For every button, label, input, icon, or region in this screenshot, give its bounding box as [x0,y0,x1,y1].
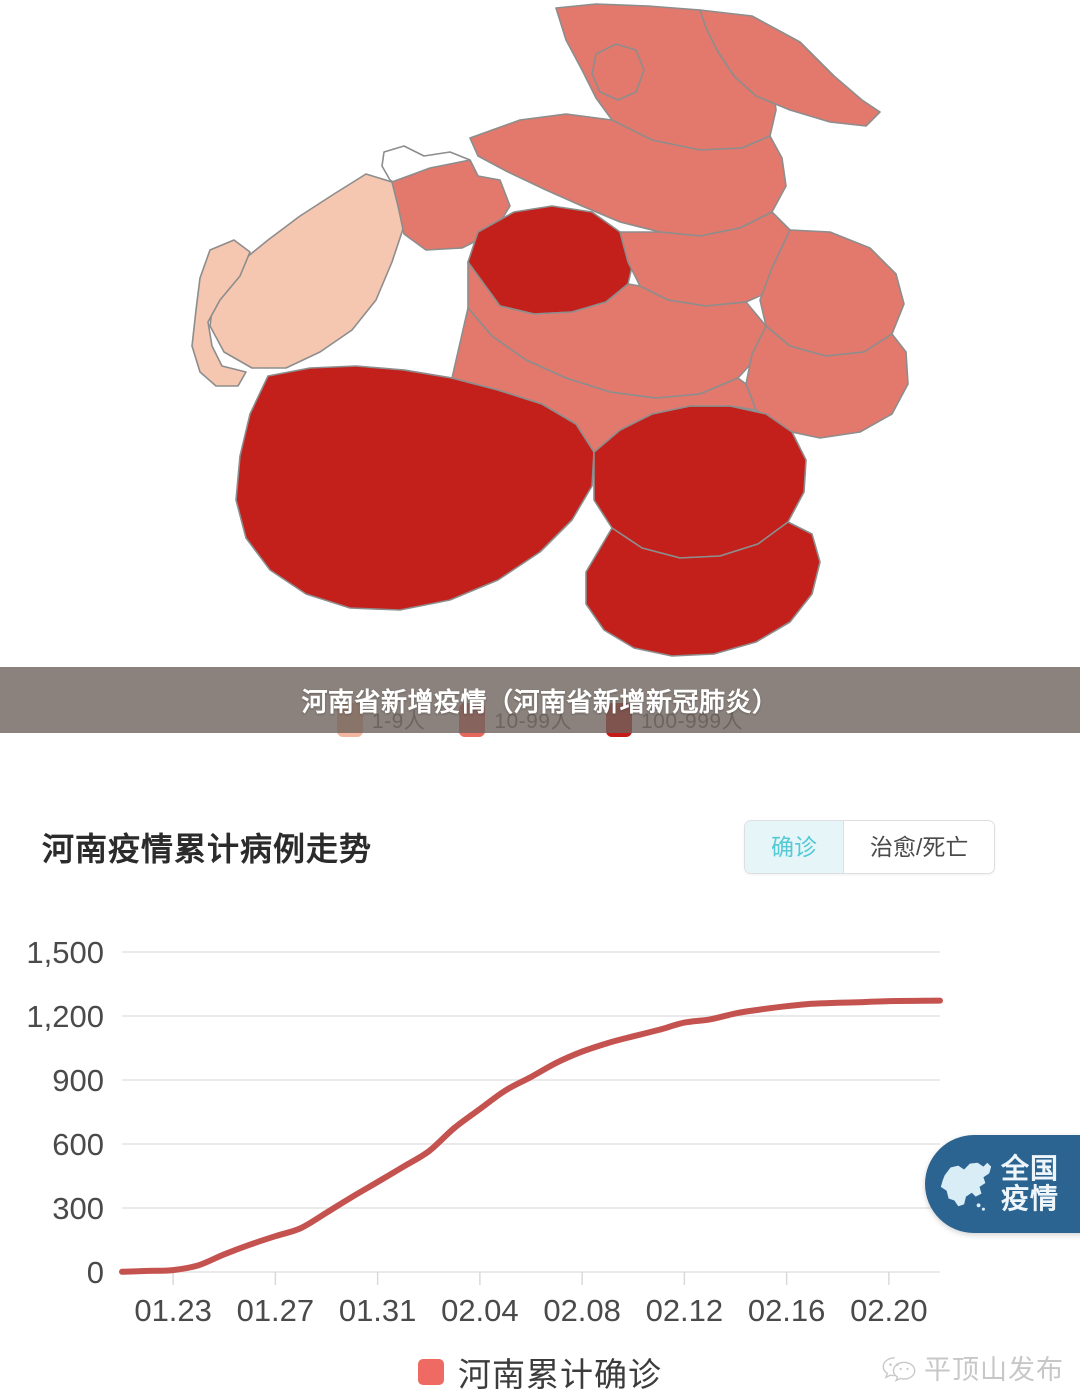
page-title: 河南省新增疫情（河南省新增新冠肺炎） [301,686,779,717]
tab-confirmed[interactable]: 确诊 [745,821,844,873]
watermark-text: 平顶山发布 [924,1355,1064,1385]
wechat-watermark: 平顶山发布 [882,1348,1064,1387]
map-region-hebi [591,43,645,101]
svg-text:01.23: 01.23 [134,1293,212,1328]
chart-series-legend[interactable]: 河南累计确诊 [0,1345,1080,1399]
china-map-icon [940,1162,992,1211]
svg-text:1,500: 1,500 [26,935,104,970]
x-axis-tick-marks [172,1272,890,1285]
tab-cured-death[interactable]: 治愈/死亡 [844,821,995,873]
chart-series [119,997,943,1275]
badge-line-2: 疫情 [1001,1183,1060,1214]
chart-gridlines [122,951,940,1273]
svg-text:02.04: 02.04 [441,1293,519,1328]
plot-area-wrapper: 0 300 600 900 1,200 1,500 01.23 01.27 01.31 02.0… [0,0,1080,1328]
x-axis-tick-labels: 01.23 01.27 01.31 02.04 02.08 02.12 02.16 02.20 [134,1293,927,1328]
henan-map-section: 1-9人 10-99人 100-999人 [191,3,909,737]
map-region-pingdingshan [403,307,757,453]
badge-line-1: 全国 [1001,1152,1060,1184]
series-legend-label: 河南累计确诊 [458,1356,662,1393]
svg-text:600: 600 [52,1127,104,1162]
series-legend-swatch [418,1359,444,1385]
svg-text:01.27: 01.27 [237,1293,315,1328]
trend-chart-card: 河南疫情累计病例走势 确诊 治愈/死亡 [0,770,1080,1399]
svg-text:02.08: 02.08 [543,1293,621,1328]
svg-text:02.12: 02.12 [646,1293,724,1328]
metric-toggle-group[interactable]: 确诊 治愈/死亡 [744,820,996,874]
svg-text:0: 0 [87,1255,104,1290]
svg-text:900: 900 [52,1063,104,1098]
svg-text:01.31: 01.31 [339,1293,417,1328]
national-epidemic-badge[interactable]: 全国 疫情 [925,1135,1080,1233]
wechat-icon [882,1356,916,1382]
svg-text:02.20: 02.20 [850,1293,928,1328]
page-title-banner: 河南省新增疫情（河南省新增新冠肺炎） [0,667,1080,733]
chart-title: 河南疫情累计病例走势 [42,831,373,867]
svg-text:1,200: 1,200 [26,999,104,1034]
svg-text:02.16: 02.16 [748,1293,826,1328]
henan-choropleth-map [191,3,909,657]
map-region-sanmenxia [191,239,251,387]
chart-header: 河南疫情累计病例走势 确诊 治愈/死亡 [0,820,1080,880]
map-region-xinxiang [469,113,787,237]
map-region-puyang [699,9,881,127]
svg-text:300: 300 [52,1191,104,1226]
map-region-xinyang [585,521,821,657]
y-axis-tick-labels: 0 300 600 900 1,200 1,500 [26,935,104,1290]
